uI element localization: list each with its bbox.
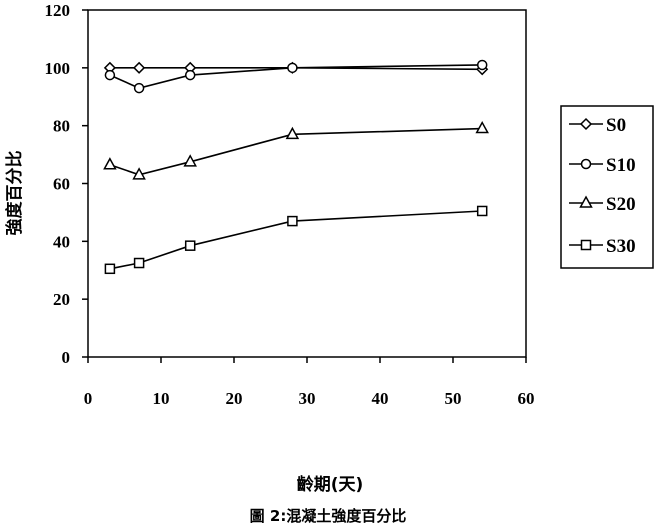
y-axis-label: 強度百分比 xyxy=(4,151,25,236)
x-tick-label: 20 xyxy=(226,389,243,408)
data-point-triangle xyxy=(475,121,489,134)
data-point-triangle xyxy=(132,167,146,180)
x-tick-label: 0 xyxy=(84,389,93,408)
plot-area xyxy=(87,9,527,358)
x-tick-label: 60 xyxy=(518,389,535,408)
data-point-circle xyxy=(104,69,116,81)
y-tick-label: 0 xyxy=(62,348,71,367)
legend-marker-diamond xyxy=(579,117,593,131)
x-tick-label: 10 xyxy=(153,389,170,408)
data-point-square xyxy=(184,240,196,251)
y-tick-label: 100 xyxy=(45,59,71,78)
legend-marker-triangle xyxy=(579,195,593,208)
x-tick-label: 30 xyxy=(299,389,316,408)
legend-item-s30: S30 xyxy=(569,236,636,257)
legend-label: S30 xyxy=(606,236,636,257)
data-point-circle xyxy=(184,69,196,81)
data-point-square xyxy=(104,263,116,275)
legend-item-s20: S20 xyxy=(569,194,636,215)
y-tick-label: 120 xyxy=(45,1,71,20)
x-axis-ticks: 0 10 20 30 40 50 60 xyxy=(84,357,535,408)
legend-label: S20 xyxy=(606,194,636,215)
y-tick-label: 40 xyxy=(53,232,70,251)
legend-label: S10 xyxy=(606,155,636,176)
data-point-square xyxy=(476,205,488,217)
data-point-circle xyxy=(287,62,298,74)
series-s30 xyxy=(104,205,488,275)
x-tick-label: 50 xyxy=(445,389,462,408)
legend-item-s10: S10 xyxy=(569,155,636,176)
data-point-triangle xyxy=(183,154,197,167)
legend-label: S0 xyxy=(606,115,626,136)
data-point-circle xyxy=(476,59,488,71)
x-tick-label: 40 xyxy=(372,389,389,408)
figure-caption: 圖 2:混凝土強度百分比 xyxy=(249,507,407,525)
legend: S0 S10 S20 S30 xyxy=(569,115,636,257)
legend-item-s0: S0 xyxy=(569,115,626,136)
y-tick-label: 60 xyxy=(53,175,70,194)
legend-marker-circle xyxy=(580,158,592,170)
data-point-square xyxy=(133,257,145,269)
x-axis-label: 齡期(天) xyxy=(297,474,364,495)
legend-marker-square xyxy=(580,239,592,251)
data-point-square xyxy=(287,215,298,227)
y-tick-label: 20 xyxy=(53,290,70,309)
data-point-diamond xyxy=(133,61,146,74)
data-point-triangle xyxy=(103,157,117,170)
series-layer xyxy=(103,59,489,275)
legend-box xyxy=(560,105,654,269)
y-tick-label: 80 xyxy=(53,117,70,136)
y-axis-ticks: 0 20 40 60 80 100 120 xyxy=(45,1,88,367)
series-s20 xyxy=(103,121,489,180)
series-s10 xyxy=(104,59,488,94)
data-point-triangle xyxy=(285,126,300,140)
data-point-circle xyxy=(133,82,145,94)
